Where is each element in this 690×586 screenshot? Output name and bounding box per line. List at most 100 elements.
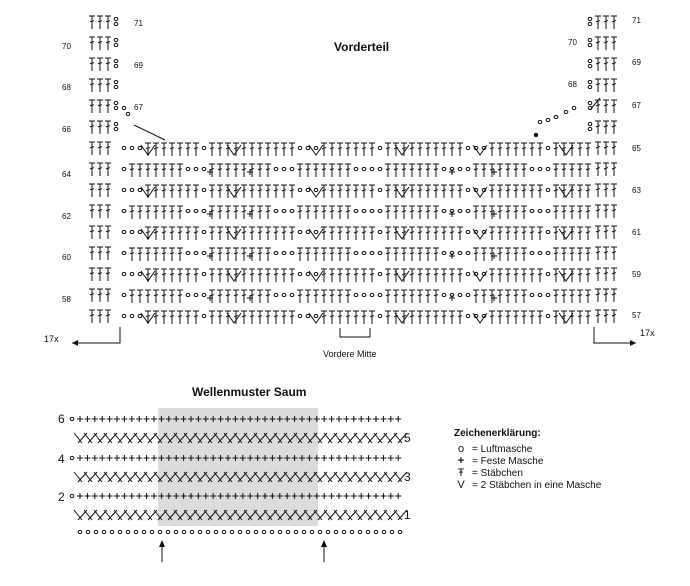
double-crochet-stitch [337,147,343,150]
double-crochet-stitch [153,252,159,255]
double-crochet-stitch [153,273,159,276]
double-crochet-stitch [281,315,287,318]
double-crochet-stitch [249,147,255,150]
double-crochet-stitch [177,273,183,276]
chain-stitch [465,292,471,298]
double-crochet-stitch [401,147,407,150]
chain-stitch [545,271,551,277]
double-crochet-stitch [97,272,103,275]
double-crochet-stitch [409,273,415,276]
double-crochet-stitch [177,315,183,318]
double-crochet-stitch [595,209,601,212]
chain-stitch [377,313,383,319]
chain-stitch [109,529,115,535]
chain-stitch [193,166,199,172]
chain-stitch [545,187,551,193]
double-crochet-stitch [137,210,143,213]
double-crochet-stitch [441,147,447,150]
double-crochet-stitch [585,189,591,192]
double-crochet-stitch [289,231,295,234]
double-crochet-stitch [337,168,343,171]
double-crochet-stitch [321,252,327,255]
chain-stitch [389,529,395,535]
double-crochet-stitch [233,273,239,276]
chain-stitch [289,292,295,298]
double-crochet-stitch [97,188,103,191]
chain-stitch [201,145,207,151]
v-stitch [558,312,574,324]
double-crochet-stitch [343,432,353,444]
double-crochet-stitch [249,189,255,192]
double-crochet-stitch [409,231,415,234]
double-crochet-stitch [383,471,393,483]
double-crochet-stitch [129,168,135,171]
double-crochet-stitch [203,471,213,483]
double-crochet-stitch [611,62,617,65]
double-crochet-stitch [595,125,601,128]
double-crochet-stitch [217,252,223,255]
double-crochet-stitch [343,509,353,521]
double-crochet-stitch [105,104,111,107]
chain-stitch [313,271,319,277]
chain-stitch [537,119,543,125]
chain-stitch [93,529,99,535]
double-crochet-stitch [577,168,583,171]
double-crochet-stitch [97,167,103,170]
double-crochet-stitch [305,252,311,255]
double-crochet-stitch [561,273,567,276]
double-crochet-stitch [553,273,559,276]
double-crochet-stitch [611,20,617,23]
row-number: 71 [632,16,641,25]
double-crochet-stitch [145,294,151,297]
double-crochet-stitch [353,189,359,192]
double-crochet-stitch [569,294,575,297]
double-crochet-stitch [363,509,373,521]
double-crochet-stitch [603,104,609,107]
double-crochet-stitch [449,189,455,192]
double-crochet-stitch [569,168,575,171]
vorderteil-title: Vorderteil [334,40,390,54]
v-stitch [308,270,324,282]
double-crochet-stitch [223,509,233,521]
double-crochet-stitch [385,315,391,318]
double-crochet-stitch [265,294,271,297]
double-crochet-stitch [177,168,183,171]
double-crochet-stitch [273,189,279,192]
v-stitch [472,312,488,324]
double-crochet-stitch [385,273,391,276]
double-crochet-stitch [585,273,591,276]
double-crochet-stitch [537,273,543,276]
double-crochet-stitch [397,471,408,483]
double-crochet-stitch [177,252,183,255]
double-crochet-stitch [497,189,503,192]
double-crochet-stitch [97,209,103,212]
double-crochet-stitch [361,231,367,234]
double-crochet-stitch [577,189,583,192]
double-crochet-stitch [105,20,111,23]
legend-label: = Luftmasche [472,443,533,455]
double-crochet-stitch [433,210,439,213]
double-crochet-stitch [281,147,287,150]
chain-stitch [129,187,135,193]
double-crochet-stitch [561,210,567,213]
chain-stitch [121,145,127,151]
double-crochet-stitch [611,188,617,191]
double-crochet-stitch [183,509,193,521]
row-number: 70 [568,38,577,47]
v-stitch [558,144,574,156]
chain-stitch [529,208,535,214]
double-crochet-stitch [393,168,399,171]
double-crochet-stitch [105,272,111,275]
double-crochet-stitch [169,273,175,276]
double-crochet-stitch [93,509,103,521]
double-crochet-stitch [217,210,223,213]
double-crochet-stitch [93,471,103,483]
chain-stitch [317,529,323,535]
double-crochet-stitch [409,210,415,213]
double-crochet-stitch [241,189,247,192]
double-crochet-stitch [513,168,519,171]
double-crochet-stitch [225,168,231,171]
double-crochet-stitch [273,147,279,150]
chain-stitch [157,529,163,535]
double-crochet-stitch [417,315,423,318]
